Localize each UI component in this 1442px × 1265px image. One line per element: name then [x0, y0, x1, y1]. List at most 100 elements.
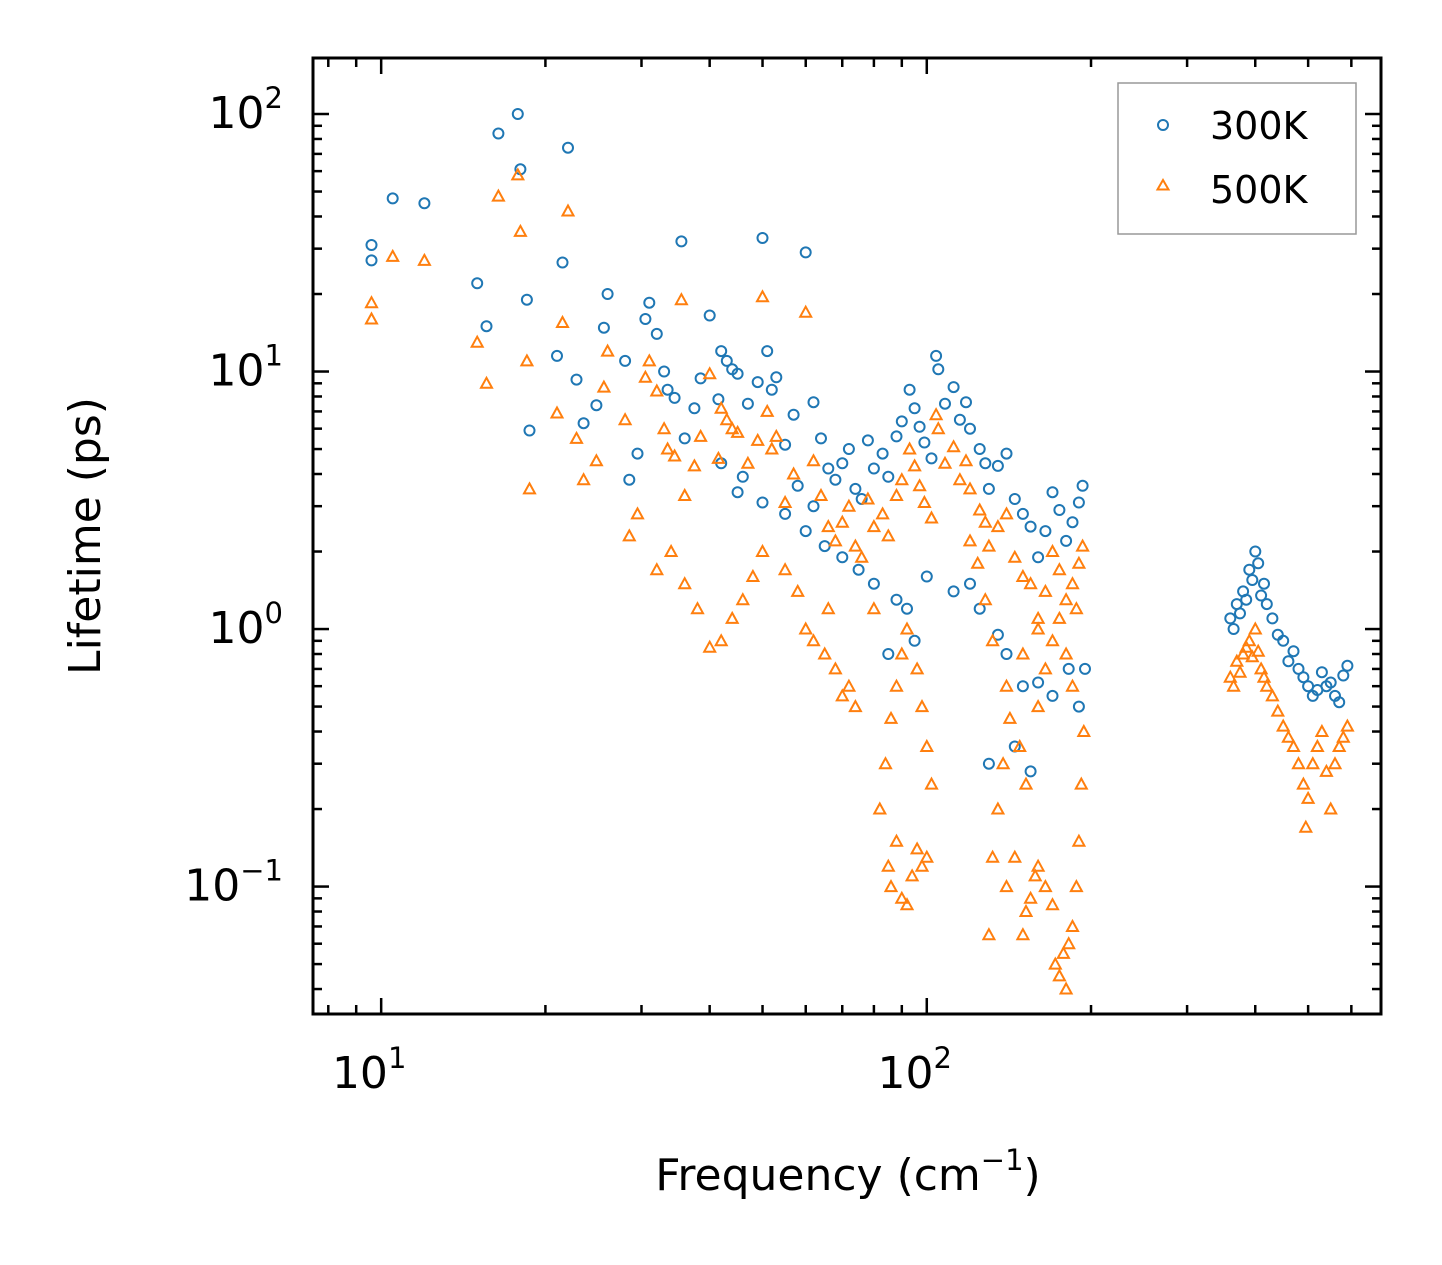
point-500k-170: [1226, 678, 1241, 692]
point-500k-110: [999, 879, 1014, 893]
y-tick-label: 100: [209, 596, 283, 654]
point-500k-46: [798, 304, 813, 318]
point-500k-103: [899, 621, 915, 635]
point-300k-68: [939, 397, 951, 410]
point-500k-77: [999, 506, 1014, 520]
point-300k-125: [1240, 593, 1253, 606]
point-500k-68: [937, 455, 953, 469]
point-300k-82: [1039, 525, 1052, 538]
point-300k-98: [982, 757, 995, 770]
point-500k-20: [622, 528, 637, 542]
point-500k-84: [1052, 562, 1067, 576]
point-500k-99: [878, 756, 893, 770]
point-300k-126: [1243, 563, 1256, 576]
point-300k-149: [1341, 659, 1354, 672]
point-500k-191: [1305, 756, 1320, 770]
point-300k-58: [882, 470, 895, 483]
point-500k-172: [1232, 664, 1248, 678]
point-300k-60: [895, 415, 908, 428]
point-300k-37: [731, 367, 744, 380]
point-300k-57: [876, 447, 889, 460]
point-300k-3: [418, 197, 431, 210]
point-500k-51: [835, 514, 850, 528]
point-500k-112: [1015, 927, 1031, 941]
point-500k-90: [883, 879, 899, 893]
y-axis-label: Lifetime (ps): [60, 397, 111, 675]
point-500k-50: [828, 533, 843, 547]
point-300k-114: [852, 563, 865, 576]
point-300k-90: [1000, 648, 1013, 660]
point-500k-11: [549, 405, 565, 419]
point-500k-183: [1270, 703, 1285, 717]
point-500k-100: [883, 710, 899, 724]
point-500k-178: [1251, 643, 1266, 657]
point-500k-85: [1058, 592, 1074, 606]
point-300k-30: [688, 402, 701, 415]
point-500k-158: [777, 562, 793, 576]
point-300k-84: [1053, 504, 1066, 516]
point-300k-115: [867, 577, 880, 590]
point-500k-126: [1071, 833, 1087, 847]
point-500k-196: [1327, 756, 1343, 770]
point-500k-45: [786, 466, 801, 480]
point-500k-4: [470, 334, 485, 348]
point-300k-51: [836, 457, 849, 470]
point-500k-193: [1314, 723, 1330, 737]
point-500k-180: [1256, 669, 1272, 683]
point-500k-115: [1028, 868, 1043, 882]
point-300k-64: [918, 436, 931, 449]
point-500k-145: [985, 633, 1000, 647]
point-300k-21: [631, 447, 644, 460]
point-300k-108: [799, 525, 812, 538]
point-500k-94: [904, 868, 920, 882]
point-300k-48: [815, 432, 827, 445]
point-500k-24: [649, 383, 664, 397]
point-300k-16: [590, 399, 603, 412]
point-500k-91: [889, 833, 904, 847]
point-300k-87: [1072, 496, 1085, 509]
point-500k-187: [1291, 756, 1306, 770]
point-500k-22: [638, 369, 653, 383]
point-300k-39: [751, 376, 764, 389]
point-300k-76: [991, 459, 1004, 472]
point-300k-53: [849, 482, 862, 495]
point-300k-19: [619, 354, 632, 367]
point-300k-127: [1246, 574, 1259, 586]
point-500k-93: [899, 897, 915, 911]
point-500k-23: [642, 353, 657, 367]
point-300k-130: [1255, 589, 1268, 602]
point-500k-129: [985, 849, 1000, 863]
point-500k-64: [917, 494, 932, 508]
y-tick-label: 102: [209, 81, 283, 139]
point-500k-169: [1223, 669, 1238, 683]
point-500k-60: [894, 472, 909, 486]
point-500k-106: [919, 738, 934, 752]
point-500k-188: [1296, 776, 1311, 790]
point-300k-131: [1258, 577, 1270, 590]
point-300k-77: [1000, 447, 1013, 460]
point-300k-139: [1297, 671, 1310, 684]
point-300k-85: [1060, 534, 1073, 547]
point-500k-10: [522, 481, 537, 495]
point-500k-97: [919, 849, 934, 863]
point-500k-198: [1336, 729, 1351, 743]
x-axis-label: Frequency (cm−1): [655, 1143, 1040, 1201]
point-300k-23: [643, 296, 656, 309]
point-300k-29: [678, 432, 691, 445]
point-500k-26: [660, 441, 675, 455]
legend-label-300k: 300K: [1210, 104, 1309, 148]
point-300k-92: [1016, 680, 1029, 693]
point-500k-37: [730, 424, 745, 438]
point-500k-189: [1298, 819, 1313, 833]
point-500k-108: [866, 601, 882, 615]
point-500k-167: [663, 543, 679, 557]
point-500k-153: [835, 688, 850, 702]
point-300k-12: [556, 256, 569, 269]
point-300k-46: [799, 246, 812, 259]
point-300k-79: [1016, 507, 1029, 520]
point-500k-29: [677, 487, 692, 501]
point-300k-107: [920, 570, 933, 583]
point-300k-17: [597, 321, 610, 334]
point-300k-93: [1032, 676, 1045, 689]
x-tick-label: 101: [332, 1041, 406, 1099]
